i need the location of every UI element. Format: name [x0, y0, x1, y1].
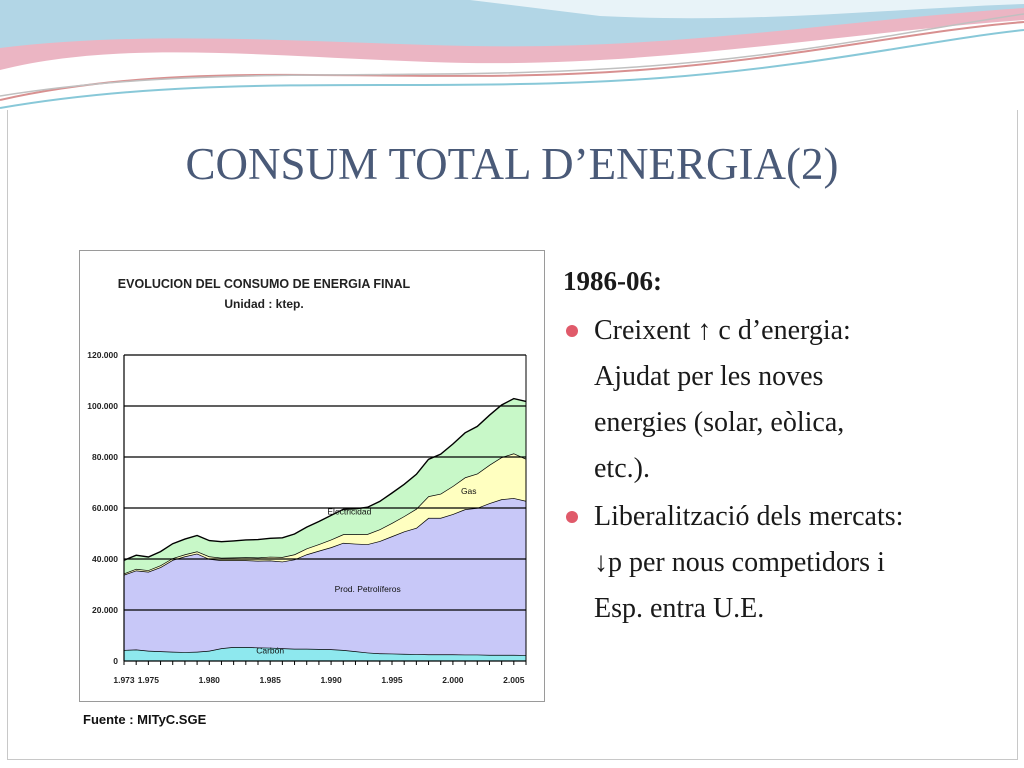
bullet-dot-icon: [566, 325, 578, 337]
wave-line-1: [0, 21, 1024, 101]
series-label-carbon: Carbón: [256, 645, 284, 655]
bullet-line: Esp. entra U.E.: [594, 593, 765, 624]
y-tick-label: 40.000: [92, 554, 118, 564]
y-tick-label: 120.000: [87, 350, 118, 360]
series-label-petroliferos: Prod. Petrolíferos: [335, 584, 401, 594]
area-gas: [124, 453, 526, 575]
bullet-line: Liberalització dels mercats:: [594, 501, 904, 532]
bullet-dot-icon: [566, 511, 578, 523]
bullet-line: energies (solar, eòlica,: [594, 407, 845, 438]
x-tick-label: 1.985: [260, 675, 282, 685]
y-tick-label: 20.000: [92, 605, 118, 615]
bullet-item: Liberalització dels mercats: ↓p per nous…: [563, 494, 973, 632]
bullet-item: Creixent ↑ c d’energia: Ajudat per les n…: [563, 308, 973, 492]
bullet-line: Creixent ↑ c d’energia:: [594, 315, 851, 346]
area-petroliferos: [124, 498, 526, 656]
period-heading: 1986-06:: [563, 266, 662, 296]
series-label-gas: Gas: [461, 486, 477, 496]
slide-title: CONSUM TOTAL D’ENERGIA(2): [185, 139, 839, 189]
frame-line-right: [1017, 110, 1018, 760]
x-tick-label: 1.975: [138, 675, 160, 685]
chart-subtitle: Unidad : ktep.: [224, 297, 303, 311]
area-carbon: [124, 647, 526, 661]
chart-title: EVOLUCION DEL CONSUMO DE ENERGIA FINAL: [118, 277, 411, 291]
y-tick-label: 60.000: [92, 503, 118, 513]
frame-line-left: [7, 110, 8, 760]
y-tick-label: 80.000: [92, 452, 118, 462]
frame-line-bottom: [7, 759, 1018, 760]
y-tick-label: 0: [113, 656, 118, 666]
header-wave-decoration: [0, 0, 1024, 109]
x-tick-label: 1.980: [199, 675, 221, 685]
chart-image: EVOLUCION DEL CONSUMO DE ENERGIA FINAL U…: [79, 250, 545, 702]
x-tick-label: 1.973: [113, 675, 135, 685]
x-tick-label: 1.995: [381, 675, 403, 685]
bullet-line: ↓p per nous competidors i: [594, 547, 885, 578]
bullet-line: Ajudat per les noves: [594, 361, 824, 392]
plot-axes: [123, 355, 527, 665]
plot-grid: [124, 354, 526, 611]
y-tick-label: 100.000: [87, 401, 118, 411]
wave-line-2: [0, 29, 1024, 109]
x-tick-label: 2.000: [442, 675, 464, 685]
bullet-line: etc.).: [594, 453, 650, 484]
area-boundary-electricidad: [123, 397, 527, 561]
text-content: 1986-06: Creixent ↑ c d’energia: Ajudat …: [563, 258, 973, 634]
plot-labels: 0 20.000 40.000 60.000 80.000 100.000 120.000 1…: [87, 350, 524, 685]
source-note: Fuente : MITyC.SGE: [83, 712, 207, 727]
series-label-electricidad: Electricidad: [327, 506, 371, 516]
x-tick-label: 1.990: [320, 675, 342, 685]
wave-white-band: [470, 0, 1024, 19]
wave-line-3: [0, 13, 1024, 97]
energy-consumption-chart: EVOLUCION DEL CONSUMO DE ENERGIA FINAL U…: [87, 277, 527, 685]
area-electricidad: [124, 398, 526, 574]
x-tick-label: 2.005: [503, 675, 525, 685]
